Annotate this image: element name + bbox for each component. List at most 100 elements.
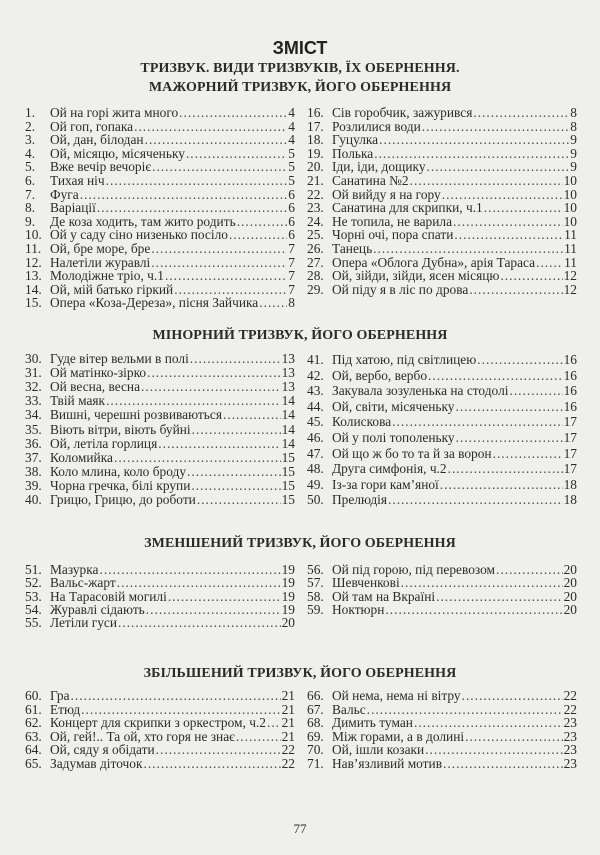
toc-entry[interactable]: 51. Мазурка 19 bbox=[25, 562, 295, 578]
toc-entry[interactable]: 43. Закувала зозуленька на стодолі 16 bbox=[307, 383, 577, 399]
toc-entry[interactable]: 32. Ой весна, весна 13 bbox=[25, 379, 295, 395]
toc-entry[interactable]: 10. Ой у саду сіно низенько посіло 6 bbox=[25, 227, 295, 243]
toc-entry[interactable]: 50. Прелюдія 18 bbox=[307, 492, 577, 508]
entry-title: Вальс-жарт bbox=[50, 575, 116, 591]
entry-number: 30. bbox=[25, 351, 42, 366]
toc-entry[interactable]: 2. Ой гоп, гопака 4 bbox=[25, 119, 295, 135]
toc-entry[interactable]: 56. Ой під горою, під перевозом 20 bbox=[307, 562, 577, 578]
toc-entry[interactable]: 24. Не топила, не варила 10 bbox=[307, 214, 577, 230]
toc-entry[interactable]: 12. Налетіли журавлі 7 bbox=[25, 255, 295, 271]
toc-entry[interactable]: 8. Варіації 6 bbox=[25, 200, 295, 216]
toc-entry[interactable]: 66. Ой нема, нема ні вітру 22 bbox=[307, 688, 577, 704]
toc-entry[interactable]: 58. Ой там на Вкраїні 20 bbox=[307, 589, 577, 605]
toc-entry[interactable]: 52. Вальс-жарт 19 bbox=[25, 575, 295, 591]
entry-number: 63. bbox=[25, 728, 42, 744]
entry-page: 9 bbox=[570, 145, 577, 161]
entry-page: 23 bbox=[563, 755, 577, 771]
toc-entry[interactable]: 31. Ой матінко-зірко 13 bbox=[25, 365, 295, 381]
entry-number: 23. bbox=[307, 200, 324, 216]
toc-entry[interactable]: 53. На Тарасовій могилі 19 bbox=[25, 589, 295, 605]
toc-entry[interactable]: 54. Журавлі сідають 19 bbox=[25, 602, 295, 618]
toc-entry[interactable]: 42. Ой, вербо, вербо 16 bbox=[307, 368, 577, 384]
toc-entry[interactable]: 20. Іди, іди, дощику 9 bbox=[307, 159, 577, 175]
toc-entry[interactable]: 59. Ноктюрн 20 bbox=[307, 602, 577, 618]
toc-entry[interactable]: 44. Ой, світи, місяченьку 16 bbox=[307, 399, 577, 415]
toc-entry[interactable]: 11. Ой, бре море, бре 7 bbox=[25, 241, 295, 257]
entry-title: Не топила, не варила bbox=[332, 213, 453, 229]
toc-entry[interactable]: 26. Танець 11 bbox=[307, 241, 577, 257]
entry-page: 20 bbox=[563, 562, 577, 577]
entry-page: 22 bbox=[281, 742, 295, 757]
entry-page: 17 bbox=[563, 461, 577, 477]
toc-entry[interactable]: 55. Летіли гуси 20 bbox=[25, 615, 295, 631]
toc-entry[interactable]: 33. Твій маяк 14 bbox=[25, 393, 295, 409]
toc-entry[interactable]: 5. Вже вечір вечоріє 5 bbox=[25, 159, 295, 175]
toc-entry[interactable]: 18. Гуцулка 9 bbox=[307, 132, 577, 148]
entry-number: 39. bbox=[25, 477, 42, 493]
entry-title: Ой, ішли козаки bbox=[332, 742, 425, 757]
toc-entry[interactable]: 34. Вишні, черешні розвиваються 14 bbox=[25, 407, 295, 423]
entry-title: Коло млина, коло броду bbox=[50, 463, 187, 479]
toc-entry[interactable]: 57. Шевченкові 20 bbox=[307, 575, 577, 591]
toc-entry[interactable]: 3. Ой, дан, білодан 4 bbox=[25, 132, 295, 148]
toc-entry[interactable]: 13. Молодіжне тріо, ч.1 7 bbox=[25, 268, 295, 284]
toc-entry[interactable]: 35. Віють вітри, віють буйні 14 bbox=[25, 422, 295, 438]
entry-number: 15. bbox=[25, 295, 42, 311]
toc-entry[interactable]: 4. Ой, місяцю, місяченьку 5 bbox=[25, 146, 295, 162]
toc-entry[interactable]: 49. Із-за гори кам’яної 18 bbox=[307, 477, 577, 493]
entry-title: Друга симфонія, ч.2 bbox=[332, 461, 447, 477]
toc-entry[interactable]: 30. Гуде вітер вельми в полі 13 bbox=[25, 351, 295, 367]
toc-entry[interactable]: 22. Ой вийду я на гору 10 bbox=[307, 187, 577, 203]
toc-entry[interactable]: 16. Сів горобчик, зажурився 8 bbox=[307, 105, 577, 121]
toc-entry[interactable]: 23. Санатина для скрипки, ч.1 10 bbox=[307, 200, 577, 216]
toc-entry[interactable]: 17. Розлилися води 8 bbox=[307, 119, 577, 135]
toc-entry[interactable]: 29. Ой піду я в ліс по дрова 12 bbox=[307, 282, 577, 298]
entry-page: 20 bbox=[281, 615, 295, 631]
toc-entry[interactable]: 9. Де коза ходить, там жито родить 6 bbox=[25, 214, 295, 230]
toc-entry[interactable]: 6. Тихая ніч 5 bbox=[25, 173, 295, 189]
toc-entry[interactable]: 70. Ой, ішли козаки 23 bbox=[307, 742, 577, 758]
entry-number: 56. bbox=[307, 562, 324, 577]
entry-title: Етюд bbox=[50, 701, 81, 717]
entry-page: 18 bbox=[563, 476, 577, 492]
entry-title: Чорна гречка, білі крупи bbox=[50, 477, 191, 493]
toc-entry[interactable]: 15. Опера «Коза-Дереза», пісня Зайчика 8 bbox=[25, 295, 295, 311]
toc-entry[interactable]: 21. Санатина №2 10 bbox=[307, 173, 577, 189]
toc-entry[interactable]: 38. Коло млина, коло броду 15 bbox=[25, 464, 295, 480]
toc-entry[interactable]: 62. Концерт для скрипки з оркестром, ч.2 2… bbox=[25, 715, 295, 731]
toc-entry[interactable]: 25. Чорні очі, пора спати 11 bbox=[307, 227, 577, 243]
entry-title: Мазурка bbox=[50, 562, 99, 577]
toc-entry[interactable]: 27. Опера «Облога Дубна», арія Тараса 11 bbox=[307, 255, 577, 271]
entry-page: 8 bbox=[570, 118, 577, 134]
toc-entry[interactable]: 61. Етюд 21 bbox=[25, 702, 295, 718]
toc-entry[interactable]: 71. Нав’язливий мотив 23 bbox=[307, 756, 577, 772]
toc-entry[interactable]: 60. Гра 21 bbox=[25, 688, 295, 704]
entry-title: Концерт для скрипки з оркестром, ч.2 bbox=[50, 715, 266, 730]
toc-entry[interactable]: 7. Фуга 6 bbox=[25, 187, 295, 203]
entry-title: Ой у полі тополеньку bbox=[332, 430, 455, 445]
toc-entry[interactable]: 47. Ой що ж бо то та й за ворон 17 bbox=[307, 446, 577, 462]
toc-entry[interactable]: 64. Ой, сяду я обідати 22 bbox=[25, 742, 295, 758]
entry-title: Ой, місяцю, місяченьку bbox=[50, 145, 185, 161]
toc-entry[interactable]: 65. Задумав діточок 22 bbox=[25, 756, 295, 772]
toc-entry[interactable]: 48. Друга симфонія, ч.2 17 bbox=[307, 461, 577, 477]
toc-entry[interactable]: 67. Вальс 22 bbox=[307, 702, 577, 718]
toc-entry[interactable]: 69. Між горами, а в долині 23 bbox=[307, 729, 577, 745]
toc-entry[interactable]: 14. Ой, мій батько гіркий 7 bbox=[25, 282, 295, 298]
toc-entry[interactable]: 45. Колискова 17 bbox=[307, 414, 577, 430]
toc-entry[interactable]: 36. Ой, летіла горлиця 14 bbox=[25, 436, 295, 452]
toc-entry[interactable]: 19. Полька 9 bbox=[307, 146, 577, 162]
toc-entry[interactable]: 40. Грицю, Грицю, до роботи 15 bbox=[25, 492, 295, 508]
toc-entry[interactable]: 63. Ой, гей!.. Та ой, хто горя не знає 21 bbox=[25, 729, 295, 745]
toc-entry[interactable]: 37. Коломийка 15 bbox=[25, 450, 295, 466]
toc-entry[interactable]: 41. Під хатою, під світлицею 16 bbox=[307, 352, 577, 368]
entry-page: 17 bbox=[563, 445, 577, 461]
toc-entry[interactable]: 68. Димить туман 23 bbox=[307, 715, 577, 731]
toc-entry[interactable]: 1. Ой на горі жита много 4 bbox=[25, 105, 295, 121]
toc-entry[interactable]: 46. Ой у полі тополеньку 17 bbox=[307, 430, 577, 446]
dot-leader bbox=[456, 430, 563, 446]
toc-entry[interactable]: 28. Ой, зійди, зійди, ясен місяцю 12 bbox=[307, 268, 577, 284]
entry-title: Вже вечір вечоріє bbox=[50, 159, 152, 175]
entry-page: 6 bbox=[288, 186, 295, 202]
toc-entry[interactable]: 39. Чорна гречка, білі крупи 15 bbox=[25, 478, 295, 494]
